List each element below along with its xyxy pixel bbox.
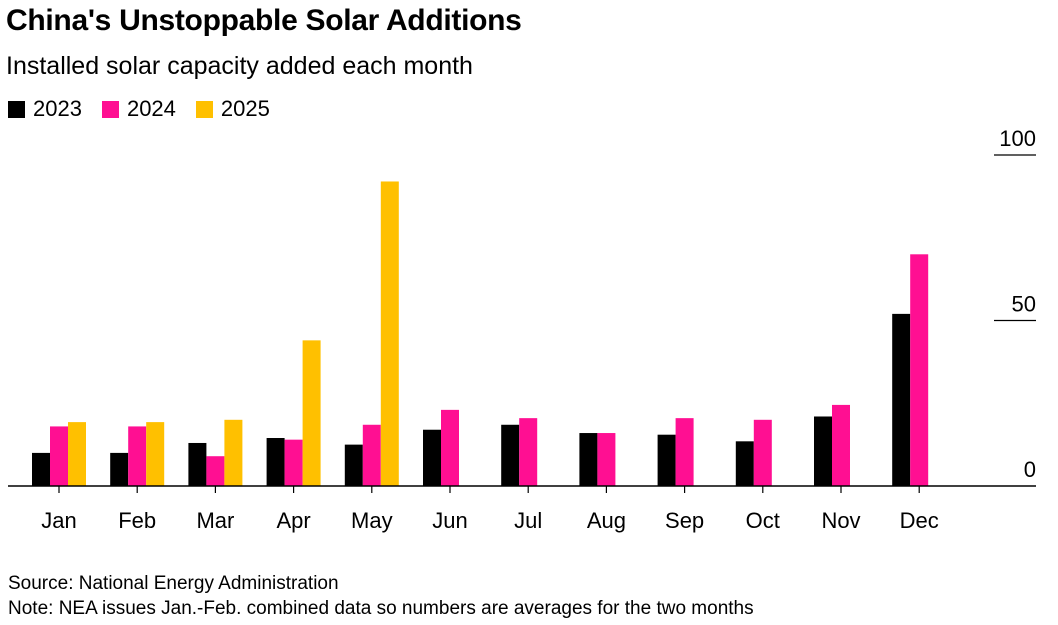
x-label-may: May (351, 508, 393, 533)
bar-2024-may (362, 424, 381, 486)
bar-2024-aug (597, 433, 616, 486)
legend-label-2025: 2025 (220, 96, 270, 121)
bar-2024-oct (753, 419, 772, 486)
bar-2023-feb (110, 452, 129, 486)
x-label-mar: Mar (196, 508, 234, 533)
x-label-dec: Dec (900, 508, 939, 533)
y-tick-label-100: 100 (999, 126, 1036, 151)
bar-2025-may (380, 181, 399, 487)
x-label-jun: Jun (432, 508, 467, 533)
bar-2023-oct (735, 441, 754, 486)
x-label-aug: Aug (587, 508, 626, 533)
bar-2025-apr (302, 340, 321, 486)
bar-2023-dec (892, 313, 911, 486)
bar-2024-apr (284, 439, 303, 486)
bar-2025-feb (146, 422, 165, 486)
bar-2023-jun (423, 429, 441, 486)
legend: 2023 2024 2025 (8, 96, 270, 122)
bar-2025-jan (68, 422, 86, 486)
x-label-oct: Oct (746, 508, 780, 533)
legend-swatch-2025 (195, 100, 213, 118)
x-label-jul: Jul (514, 508, 542, 533)
chart-title: China's Unstoppable Solar Additions (6, 4, 522, 37)
legend-label-2023: 2023 (33, 96, 82, 121)
bar-2023-nov (814, 416, 832, 486)
bar-2024-dec (910, 254, 929, 486)
bar-2023-sep (657, 434, 676, 486)
x-label-feb: Feb (118, 508, 156, 533)
chart-subtitle: Installed solar capacity added each mont… (6, 52, 473, 80)
y-tick-label-50: 50 (1012, 292, 1036, 317)
method-note: Note: NEA issues Jan.-Feb. combined data… (8, 598, 754, 619)
bar-2024-sep (675, 418, 694, 486)
bar-2024-mar (206, 456, 225, 486)
legend-label-2024: 2024 (126, 96, 176, 121)
bar-2023-mar (188, 442, 207, 486)
bar-2023-aug (579, 433, 598, 486)
legend-swatch-2024 (101, 100, 119, 118)
x-label-apr: Apr (276, 508, 310, 533)
y-tick-label-0: 0 (1024, 457, 1036, 482)
bar-2024-jul (519, 418, 538, 486)
bar-2024-feb (128, 426, 147, 486)
x-label-jan: Jan (41, 508, 76, 533)
legend-swatch-2023 (8, 100, 25, 118)
bar-2024-jun (441, 409, 459, 486)
bar-2023-jul (501, 424, 520, 486)
x-label-sep: Sep (665, 508, 704, 533)
legend-item-2024: 2024 (101, 96, 176, 122)
legend-item-2025: 2025 (195, 96, 270, 122)
source-note: Source: National Energy Administration (8, 573, 339, 594)
legend-item-2023: 2023 (8, 96, 82, 122)
bar-2025-mar (224, 419, 243, 486)
bar-2023-jan (32, 452, 50, 486)
bar-2023-may (344, 444, 363, 486)
footer: Source: National Energy Administration N… (8, 571, 754, 621)
bar-2024-nov (832, 404, 850, 486)
x-label-nov: Nov (821, 508, 860, 533)
bar-2024-jan (50, 426, 68, 486)
bar-2023-apr (266, 438, 285, 486)
